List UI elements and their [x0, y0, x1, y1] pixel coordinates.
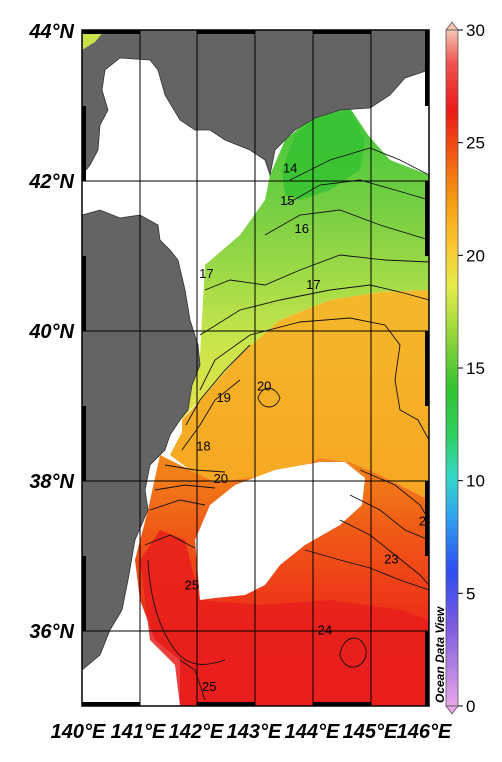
colorbar-label-10: 10	[466, 472, 485, 491]
colorbar: 0 5 10 15 20 25 30	[445, 21, 485, 716]
contour-labels: 1415161717201918202123242525	[185, 161, 433, 694]
lat-label-38n: 38°N	[29, 471, 74, 493]
contour-label-5: 20	[257, 379, 271, 394]
data-region-corner	[82, 30, 105, 50]
map-area: 1415161717201918202123242525	[82, 30, 433, 706]
colorbar-label-5: 5	[466, 584, 475, 603]
lat-label-44n: 44°N	[28, 21, 74, 43]
contour-label-13: 25	[202, 679, 216, 694]
map-frame	[81, 29, 430, 707]
latitude-labels: 44°N 42°N 40°N 38°N 36°N	[28, 21, 74, 643]
contour-label-3: 17	[199, 266, 213, 281]
watermark: Ocean Data View	[433, 606, 447, 703]
colorbar-label-25: 25	[466, 134, 485, 153]
colorbar-label-15: 15	[466, 359, 485, 378]
lon-label-144e: 144°E	[285, 721, 340, 743]
contour-lines	[144, 147, 429, 701]
lat-label-36n: 36°N	[29, 621, 74, 643]
contour-label-9: 21	[419, 514, 433, 529]
data-region-mid	[170, 290, 429, 500]
contour-label-7: 18	[196, 439, 210, 454]
colorbar-gradient	[445, 29, 459, 707]
colorbar-label-20: 20	[466, 246, 485, 265]
colorbar-label-30: 30	[466, 21, 485, 40]
data-region-warm-core	[140, 530, 429, 706]
contour-label-11: 24	[318, 623, 332, 638]
contour-label-1: 15	[280, 193, 294, 208]
contour-label-6: 19	[216, 390, 230, 405]
colorbar-label-0: 0	[466, 697, 475, 716]
lon-label-141e: 141°E	[111, 721, 166, 743]
lon-label-146e: 146°E	[397, 721, 452, 743]
data-region-north	[182, 108, 429, 420]
data-gap	[195, 462, 365, 600]
contour-label-10: 23	[384, 551, 398, 566]
grid-lines	[82, 30, 429, 706]
colorbar-ticks: 0 5 10 15 20 25 30	[458, 21, 485, 716]
lat-label-42n: 42°N	[28, 171, 74, 193]
colorbar-bottom-arrow	[445, 705, 459, 715]
colorbar-top-arrow	[445, 21, 459, 31]
lon-label-142e: 142°E	[169, 721, 224, 743]
contour-label-12: 25	[185, 578, 199, 593]
longitude-labels: 140°E 141°E 142°E 143°E 144°E 145°E 146°…	[51, 721, 452, 743]
land-honshu	[82, 209, 201, 671]
lat-label-40n: 40°N	[28, 321, 74, 343]
lon-label-145e: 145°E	[343, 721, 398, 743]
lon-label-140e: 140°E	[51, 721, 106, 743]
lon-label-143e: 143°E	[227, 721, 282, 743]
contour-label-0: 14	[283, 161, 297, 176]
contour-label-8: 20	[214, 471, 228, 486]
contour-label-2: 16	[295, 221, 309, 236]
data-region-cold-core	[282, 112, 365, 200]
